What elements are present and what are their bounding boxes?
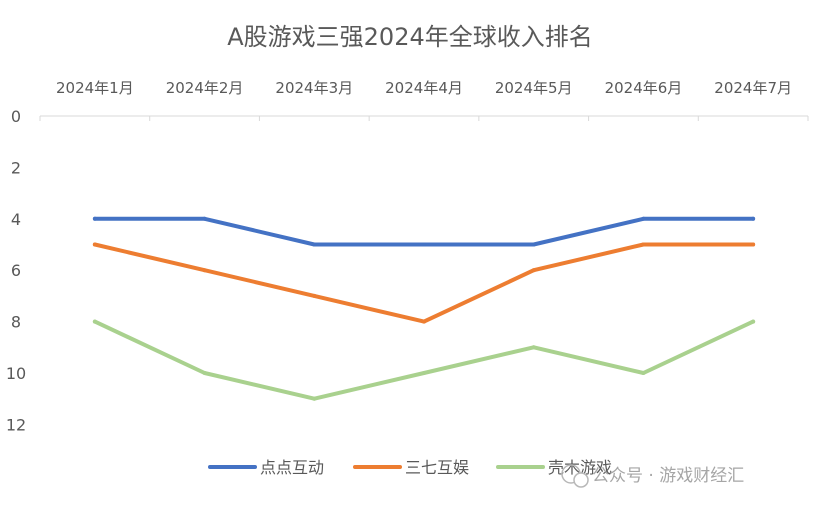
x-tick-label: 2024年7月 — [714, 79, 792, 97]
data-point — [92, 242, 97, 247]
y-tick-label: 2 — [11, 158, 21, 177]
x-tick-label: 2024年5月 — [495, 79, 573, 97]
x-tick-label: 2024年2月 — [166, 79, 244, 97]
legend-label: 三七互娱 — [405, 458, 469, 477]
x-axis: 2024年1月 2024年2月 2024年3月 2024年4月 2024年5月 2024年… — [39, 79, 809, 121]
wechat-icon — [561, 464, 589, 488]
x-tick-label: 2024年4月 — [385, 79, 463, 97]
data-point — [92, 319, 97, 324]
data-point — [312, 242, 317, 247]
data-point — [202, 268, 207, 273]
series-line — [92, 319, 756, 401]
watermark: 公众号 · 游戏财经汇 — [561, 464, 744, 488]
data-point — [531, 345, 536, 350]
data-point — [751, 216, 756, 221]
y-tick-label: 0 — [11, 107, 21, 126]
watermark-text: 公众号 · 游戏财经汇 — [592, 466, 744, 486]
y-tick-label: 4 — [11, 210, 21, 229]
data-point — [751, 242, 756, 247]
chart-title: A股游戏三强2024年全球收入排名 — [227, 23, 593, 51]
data-point — [92, 216, 97, 221]
data-point — [202, 371, 207, 375]
data-point — [531, 268, 536, 273]
y-axis: 0 2 4 6 8 10 12 — [6, 107, 26, 434]
y-tick-label: 12 — [6, 415, 26, 434]
x-tick-label: 2024年1月 — [56, 79, 134, 97]
series-1 — [92, 216, 756, 247]
data-point — [641, 371, 646, 375]
data-point — [202, 216, 207, 221]
legend-label: 壳木游戏 — [548, 458, 612, 477]
x-tick-label: 2024年3月 — [275, 79, 353, 97]
data-point — [422, 371, 426, 375]
y-tick-label: 10 — [6, 364, 26, 383]
x-tick-label: 2024年6月 — [605, 79, 683, 97]
legend: 点点互动 三七互娱 壳木游戏 — [208, 458, 612, 477]
data-point — [641, 242, 646, 247]
data-point — [751, 319, 756, 324]
data-point — [422, 242, 426, 247]
data-point — [531, 242, 536, 247]
data-point — [422, 319, 426, 324]
legend-item: 点点互动 — [208, 458, 324, 477]
data-point — [312, 396, 317, 401]
series-2 — [92, 242, 756, 324]
data-point — [312, 293, 317, 298]
series-line — [92, 242, 756, 324]
series-3 — [92, 319, 756, 401]
y-tick-label: 6 — [11, 261, 21, 280]
y-tick-label: 8 — [11, 313, 21, 332]
series-line — [92, 216, 756, 247]
series-layer — [92, 216, 756, 401]
data-point — [641, 216, 646, 221]
legend-item: 壳木游戏 — [496, 458, 612, 477]
legend-label: 点点互动 — [260, 458, 324, 477]
legend-item: 三七互娱 — [353, 458, 469, 477]
